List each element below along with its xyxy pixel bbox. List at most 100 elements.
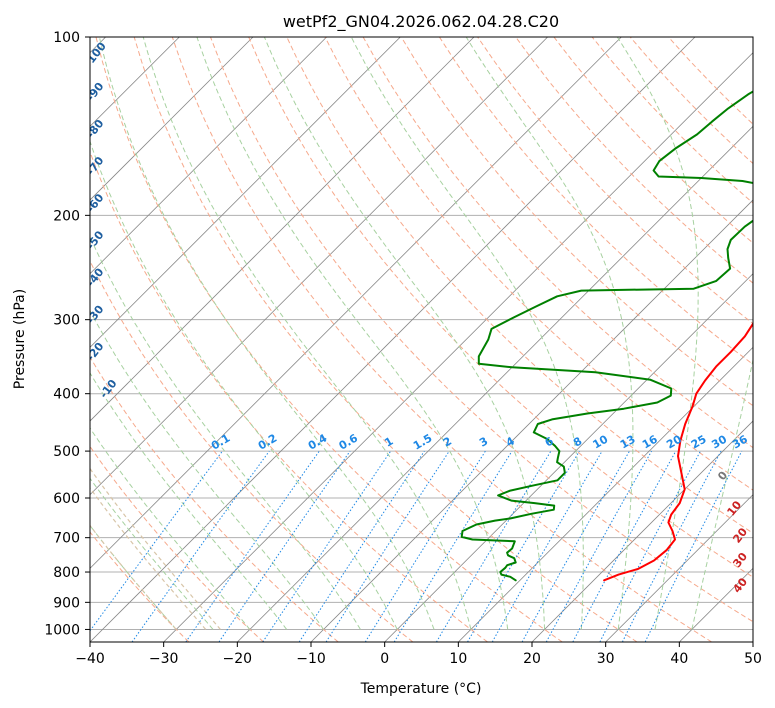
mixing-ratio-label: 1 bbox=[382, 435, 395, 450]
dry-adiabat-line bbox=[591, 37, 753, 204]
moist-adiabat-line bbox=[142, 37, 472, 630]
moist-adiabat-line bbox=[616, 37, 699, 630]
dry-adiabat-line bbox=[90, 259, 414, 642]
isotherm-line bbox=[752, 641, 753, 642]
dry-adiabat-label: -100 bbox=[82, 40, 109, 70]
isotherm-line bbox=[679, 567, 753, 642]
mixing-ratio-line bbox=[572, 450, 677, 642]
reference-curve bbox=[90, 467, 221, 630]
y-tick-label: 400 bbox=[53, 387, 80, 403]
mixing-ratio-line bbox=[644, 450, 743, 642]
dry-adiabat-line bbox=[210, 37, 753, 623]
isotherm-line bbox=[90, 37, 548, 496]
moist-adiabat-line bbox=[350, 37, 584, 630]
mixing-ratio-line bbox=[262, 450, 392, 642]
dry-adiabat-label: -70 bbox=[84, 154, 107, 178]
isotherm-line bbox=[237, 125, 753, 642]
dry-adiabat-label: -30 bbox=[84, 302, 107, 326]
mixing-ratio-line bbox=[131, 450, 270, 642]
dry-adiabat-line bbox=[90, 356, 339, 642]
dry-adiabat-label: -80 bbox=[84, 117, 107, 141]
dry-adiabat-label: -50 bbox=[84, 228, 107, 252]
dry-adiabat-line bbox=[362, 37, 753, 449]
y-tick-label: 900 bbox=[53, 595, 80, 611]
mixing-ratio-line bbox=[521, 450, 630, 642]
mixing-ratio-line bbox=[185, 450, 320, 642]
isotherm-line bbox=[90, 37, 475, 422]
x-tick-label: 0 bbox=[380, 651, 389, 667]
mixing-ratio-line bbox=[90, 450, 223, 632]
mixing-ratio-label: 6 bbox=[543, 434, 556, 449]
x-tick-label: 50 bbox=[744, 651, 762, 667]
mixing-ratio-line bbox=[393, 450, 513, 642]
x-tick-label: −30 bbox=[149, 651, 179, 667]
temperature-profile-line bbox=[603, 321, 753, 582]
moist-adiabat-line bbox=[90, 139, 398, 630]
x-tick-label: 30 bbox=[597, 651, 615, 667]
y-tick-label: 800 bbox=[53, 565, 80, 581]
isotherm-line bbox=[163, 52, 753, 642]
x-tick-label: 10 bbox=[449, 651, 467, 667]
mixing-ratio-label: 8 bbox=[571, 435, 584, 450]
x-tick-label: −10 bbox=[296, 651, 326, 667]
moist-adiabat-line bbox=[691, 357, 753, 630]
dry-adiabat-label: -90 bbox=[84, 80, 107, 104]
moist-adiabat-label: 20 bbox=[730, 525, 750, 545]
mixing-ratio-line bbox=[545, 450, 653, 642]
isotherm-line bbox=[531, 420, 753, 642]
plot-frame bbox=[89, 36, 754, 643]
x-tick-label: −40 bbox=[75, 651, 105, 667]
y-tick-label: 300 bbox=[53, 313, 80, 329]
dry-adiabat-line bbox=[248, 37, 753, 578]
mixing-ratio-line bbox=[298, 450, 425, 642]
isotherm-line bbox=[605, 494, 753, 642]
y-tick-label: 600 bbox=[53, 491, 80, 507]
y-tick-label: 700 bbox=[53, 531, 80, 547]
moist-adiabat-line bbox=[90, 477, 214, 630]
dry-adiabat-line bbox=[90, 150, 488, 642]
isotherm-line bbox=[90, 37, 254, 201]
isotherm-line bbox=[384, 273, 753, 642]
moist-adiabat-line bbox=[90, 309, 324, 630]
x-tick-label: −20 bbox=[223, 651, 253, 667]
x-tick-label: 20 bbox=[523, 651, 541, 667]
dry-adiabat-line bbox=[438, 37, 753, 366]
dry-adiabat-label: -40 bbox=[84, 265, 107, 289]
mixing-ratio-label: 0.4 bbox=[306, 431, 330, 452]
mixing-ratio-line bbox=[325, 450, 450, 642]
dry-adiabat-line bbox=[90, 445, 264, 642]
mixing-ratio-line bbox=[467, 450, 580, 642]
axis-ticks: −40 −30 −20 −10 0 10 20 30 40 50 1000 900 800 700 600 5… bbox=[44, 30, 762, 667]
mixing-ratio-line bbox=[435, 450, 552, 642]
x-axis-label: Temperature (°C) bbox=[360, 681, 482, 697]
mixing-ratio-line bbox=[599, 450, 701, 642]
dry-adiabat-line bbox=[668, 37, 753, 125]
isotherm-line bbox=[90, 37, 327, 275]
dry-adiabat-label: -20 bbox=[84, 340, 107, 364]
isotherm-line bbox=[90, 37, 401, 348]
dry-adiabat-line bbox=[95, 37, 563, 642]
dry-adiabat-line bbox=[477, 37, 753, 325]
moist-adiabat-line bbox=[98, 37, 435, 630]
y-axis-label: Pressure (hPa) bbox=[12, 289, 28, 389]
y-tick-label: 500 bbox=[53, 444, 80, 460]
moist-adiabat-label: 10 bbox=[725, 498, 745, 518]
dry-adiabat-label: -60 bbox=[84, 191, 107, 215]
moist-adiabat-label: 40 bbox=[730, 575, 750, 595]
profile-lines bbox=[460, 90, 753, 582]
dry-adiabat-label: -10 bbox=[97, 377, 120, 401]
isotherm-line bbox=[90, 37, 696, 642]
dry-adiabat-line bbox=[324, 37, 753, 491]
y-tick-label: 200 bbox=[53, 208, 80, 224]
line-labels: 0.1 0.2 0.4 0.6 1 1.5 2 3 4 6 8 10 13 16 20 25 30 36-100-… bbox=[82, 40, 750, 596]
dry-adiabat-line bbox=[171, 37, 712, 642]
mixing-ratio-label: 13 bbox=[618, 433, 638, 452]
mixing-ratio-label: 10 bbox=[591, 432, 611, 451]
mixing-ratio-label: 1.5 bbox=[411, 432, 434, 453]
isotherm-line bbox=[458, 346, 753, 642]
dry-adiabat-line bbox=[133, 37, 638, 642]
mixing-ratio-line bbox=[364, 450, 486, 642]
x-tick-label: 40 bbox=[670, 651, 688, 667]
chart-title: wetPf2_GN04.2026.062.04.28.C20 bbox=[283, 12, 559, 32]
